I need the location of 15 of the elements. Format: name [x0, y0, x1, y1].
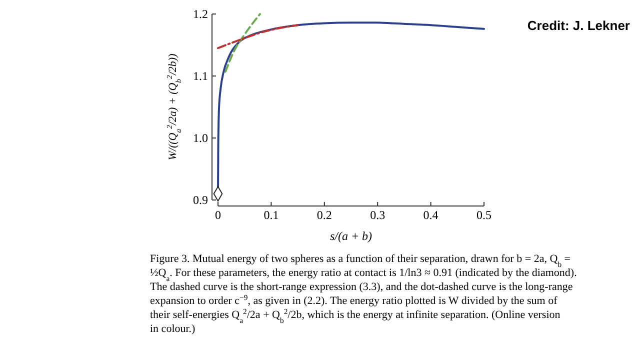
x-axis-title: s/(a + b)	[330, 229, 372, 243]
x-tick-label: 0.4	[423, 208, 438, 222]
x-tick-label: 0.1	[264, 208, 279, 222]
text: Credit: J. Lekner	[527, 18, 630, 33]
y-tick-label: 1.0	[193, 131, 208, 145]
text: Figure 3. Mutual energy of two spheres as a function of their separation, drawn for b = 2a, Q$_{b}$ = ½Q$_{a}$. For these parameters, the energy ratio at contact is 1/ln3 ≈ 0.91 (indicated by the diamond). The dashed curve is the short-range expression (3.3), and the dot-dashed curve is the long-range expansion to order c$^{−9}$, as given in (2.2). The energy ratio plotted is W divided by the sum of their self-energies Q$_{a}$$^{2}$/2a + Q$_{b}$$^{2}$/2b, which is the energy at infinite separation. (Online version in colour.)	[150, 253, 577, 335]
y-tick-label: 1.1	[193, 69, 208, 83]
y-tick-label: 1.2	[193, 7, 208, 21]
x-tick-label: 0.3	[370, 208, 386, 222]
y-tick-label: 0.9	[193, 193, 208, 207]
x-tick-label: 0.5	[476, 208, 492, 222]
line-series	[217, 24, 299, 50]
x-tick-label: 0	[215, 208, 221, 222]
line-series	[224, 13, 262, 73]
x-tick-label: 0.2	[316, 208, 332, 222]
